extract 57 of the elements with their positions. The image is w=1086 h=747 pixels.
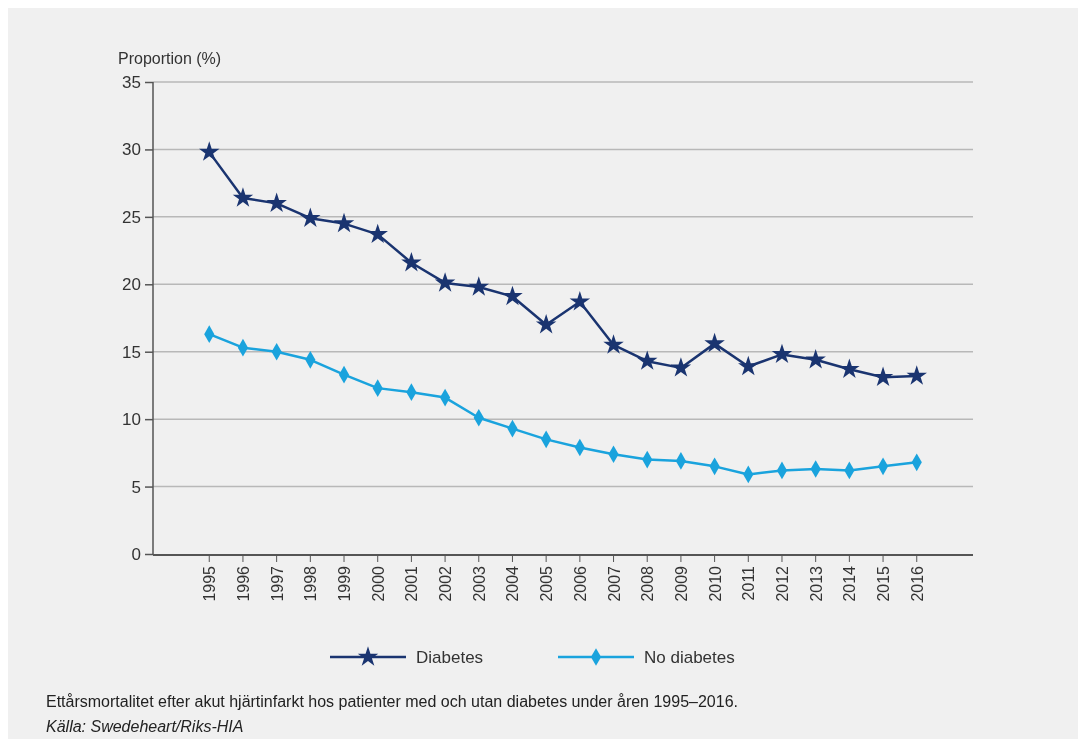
y-tick-label: 20 [122, 275, 141, 295]
point [906, 365, 927, 385]
x-tick-label: 2014 [841, 565, 859, 602]
point [738, 355, 759, 376]
x-tick-label: 2012 [773, 565, 791, 602]
legend-label: Diabetes [416, 647, 484, 667]
x-tick-label: 1995 [201, 565, 219, 602]
x-tick-label: 2004 [504, 565, 522, 602]
x-tick-label: 2003 [470, 565, 488, 602]
y-tick-label: 25 [122, 207, 141, 227]
x-tick-label: 2007 [605, 565, 623, 602]
y-tick-label: 5 [131, 477, 141, 497]
point [704, 332, 725, 353]
point [367, 223, 388, 244]
x-tick-label: 2008 [639, 565, 657, 602]
x-tick-label: 2005 [538, 565, 556, 602]
point [535, 313, 557, 334]
x-tick-label: 2006 [571, 565, 589, 602]
y-axis-title: Proportion (%) [118, 50, 222, 67]
point [872, 366, 894, 387]
legend-label: No diabetes [644, 647, 735, 667]
point [199, 141, 220, 161]
x-tick-label: 1998 [302, 565, 320, 602]
point [670, 357, 692, 377]
point [636, 350, 658, 370]
x-tick-label: 2010 [706, 565, 724, 602]
point [266, 192, 287, 213]
x-tick-label: 2011 [740, 565, 758, 601]
x-tick-label: 2013 [807, 565, 825, 602]
point [603, 334, 624, 354]
x-tick-label: 1999 [336, 565, 354, 602]
x-tick-label: 2001 [403, 565, 421, 602]
x-tick-label: 2009 [672, 565, 690, 602]
point [771, 343, 793, 364]
x-tick-label: 2016 [908, 565, 926, 602]
point [300, 207, 321, 227]
point [569, 291, 591, 311]
x-tick-label: 2015 [875, 565, 893, 602]
x-tick-label: 2002 [437, 565, 455, 602]
y-tick-label: 0 [131, 544, 141, 564]
point [502, 285, 523, 306]
x-tick-label: 1997 [268, 565, 286, 602]
point [333, 212, 355, 233]
point [434, 272, 456, 292]
x-tick-label: 1996 [234, 565, 252, 602]
point [839, 358, 860, 378]
point [401, 251, 422, 272]
y-tick-label: 15 [122, 342, 141, 362]
text: Ettårsmortalitet efter akut hjärtinfarkt hos patienter med och utan diabetes under åren 1995–2016. [46, 693, 738, 710]
text: Källa: Swedeheart/Riks-HIA [46, 718, 244, 735]
point [805, 349, 826, 369]
y-tick-label: 35 [122, 72, 141, 92]
point [232, 187, 254, 207]
y-tick-label: 30 [122, 140, 141, 160]
point [468, 276, 490, 296]
x-tick-label: 2000 [369, 565, 387, 602]
y-tick-label: 10 [122, 410, 141, 430]
